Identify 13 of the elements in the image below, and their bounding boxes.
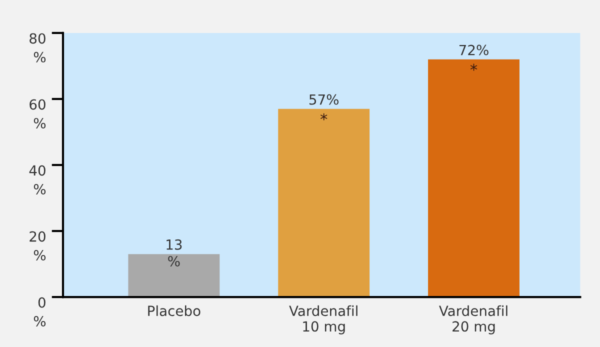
y-tick-label: 0 % [34,297,46,326]
x-tick-label: Placebo [148,305,200,316]
annotation: * [470,64,478,71]
y-tick-label: 40 % [29,165,46,194]
x-tick-label: Vardenafil 20 mg [439,305,508,334]
data-label: 72% [459,44,488,56]
y-tick-label: 80 % [30,33,46,62]
x-tick-label: Vardenafil 10 mg [289,305,358,334]
data-label: 57% [309,94,339,105]
data-label: 13 % [166,239,182,266]
y-tick-label: 60 % [30,99,46,128]
annotation: * [320,113,328,120]
y-tick-label: 20 % [30,231,46,260]
